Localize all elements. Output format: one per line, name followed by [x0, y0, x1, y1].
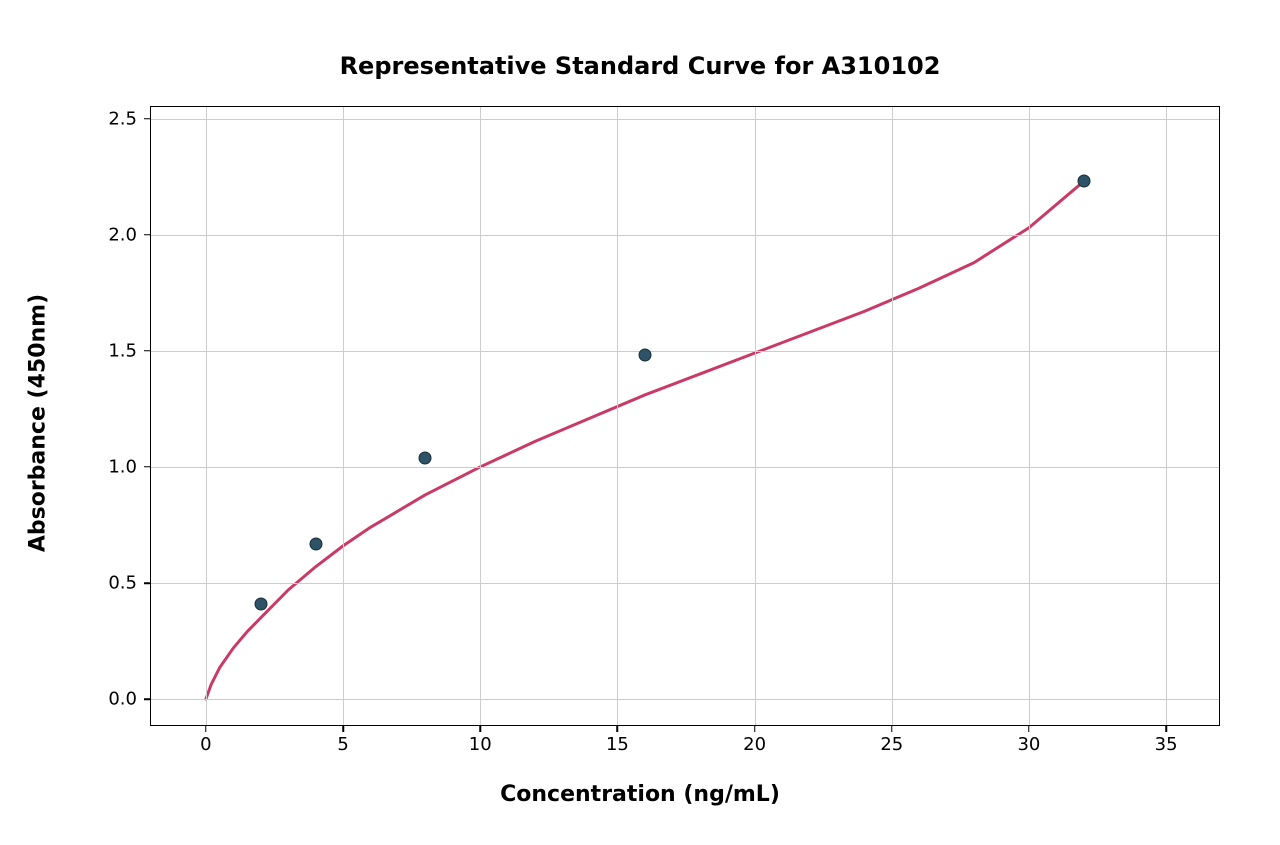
gridline-vertical [892, 107, 893, 725]
data-point [1077, 175, 1090, 188]
x-tick-label: 15 [606, 734, 629, 755]
y-tick-mark [144, 118, 151, 120]
chart-title: Representative Standard Curve for A31010… [340, 52, 941, 80]
x-tick-label: 35 [1155, 734, 1178, 755]
x-tick-mark [342, 725, 344, 732]
y-axis-label: Absorbance (450nm) [26, 293, 51, 551]
y-tick-label: 0.0 [108, 689, 137, 710]
x-tick-mark [754, 725, 756, 732]
gridline-horizontal [151, 235, 1219, 236]
fitted-curve [151, 107, 1221, 727]
y-tick-mark [144, 466, 151, 468]
data-point [419, 451, 432, 464]
data-point [309, 537, 322, 550]
gridline-vertical [206, 107, 207, 725]
x-tick-label: 25 [880, 734, 903, 755]
gridline-vertical [755, 107, 756, 725]
y-tick-mark [144, 582, 151, 584]
data-point [638, 349, 651, 362]
x-tick-mark [479, 725, 481, 732]
gridline-vertical [343, 107, 344, 725]
x-tick-label: 30 [1017, 734, 1040, 755]
x-tick-mark [1028, 725, 1030, 732]
x-tick-label: 0 [200, 734, 211, 755]
gridline-horizontal [151, 699, 1219, 700]
data-point [254, 597, 267, 610]
gridline-vertical [617, 107, 618, 725]
x-axis-label: Concentration (ng/mL) [500, 782, 780, 807]
curve-path [206, 181, 1084, 699]
gridline-vertical [1166, 107, 1167, 725]
y-tick-label: 2.0 [108, 224, 137, 245]
gridline-horizontal [151, 467, 1219, 468]
y-tick-label: 0.5 [108, 573, 137, 594]
gridline-horizontal [151, 119, 1219, 120]
gridline-vertical [480, 107, 481, 725]
y-tick-mark [144, 350, 151, 352]
x-tick-label: 5 [337, 734, 348, 755]
y-tick-label: 2.5 [108, 108, 137, 129]
x-tick-mark [1165, 725, 1167, 732]
x-tick-label: 20 [743, 734, 766, 755]
plot-area: 051015202530350.00.51.01.52.02.5 [150, 106, 1220, 726]
gridline-horizontal [151, 351, 1219, 352]
y-tick-label: 1.5 [108, 340, 137, 361]
x-tick-label: 10 [469, 734, 492, 755]
y-tick-mark [144, 234, 151, 236]
x-tick-mark [617, 725, 619, 732]
gridline-vertical [1029, 107, 1030, 725]
chart-container: Representative Standard Curve for A31010… [0, 0, 1280, 845]
y-tick-mark [144, 698, 151, 700]
x-tick-mark [891, 725, 893, 732]
x-tick-mark [205, 725, 207, 732]
gridline-horizontal [151, 583, 1219, 584]
y-tick-label: 1.0 [108, 456, 137, 477]
